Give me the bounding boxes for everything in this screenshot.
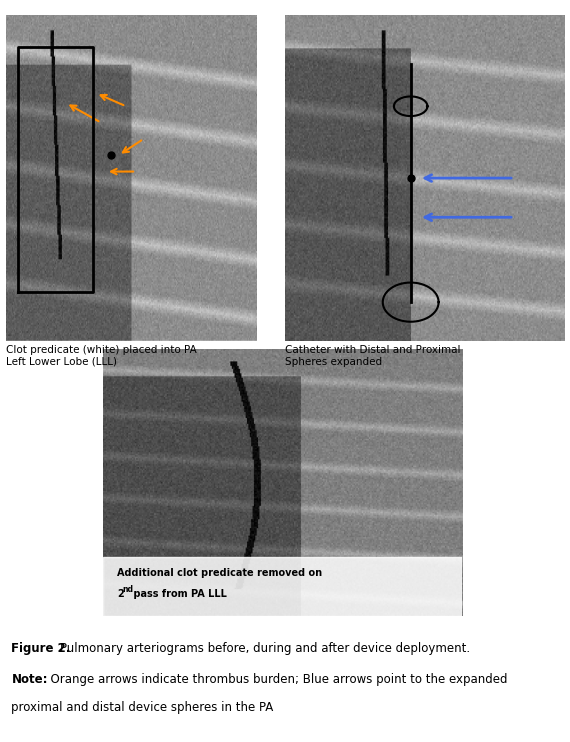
Text: nd: nd xyxy=(123,585,133,594)
Text: Catheter with Distal and Proximal
Spheres expanded: Catheter with Distal and Proximal Sphere… xyxy=(285,345,461,367)
Text: Figure 2.: Figure 2. xyxy=(11,642,71,655)
Bar xyxy=(103,557,462,616)
Text: Orange arrows indicate thrombus burden; Blue arrows point to the expanded: Orange arrows indicate thrombus burden; … xyxy=(43,673,507,686)
Text: Note:: Note: xyxy=(11,673,48,686)
Text: pass from PA LLL: pass from PA LLL xyxy=(129,589,226,599)
Text: Additional clot predicate removed on: Additional clot predicate removed on xyxy=(117,568,322,578)
Text: proximal and distal device spheres in the PA: proximal and distal device spheres in th… xyxy=(11,701,274,715)
Bar xyxy=(6,341,256,367)
Text: Clot predicate (white) placed into PA
Left Lower Lobe (LLL): Clot predicate (white) placed into PA Le… xyxy=(6,345,197,367)
Text: 2: 2 xyxy=(117,589,124,599)
Text: Pulmonary arteriograms before, during and after device deployment.: Pulmonary arteriograms before, during an… xyxy=(60,642,470,655)
